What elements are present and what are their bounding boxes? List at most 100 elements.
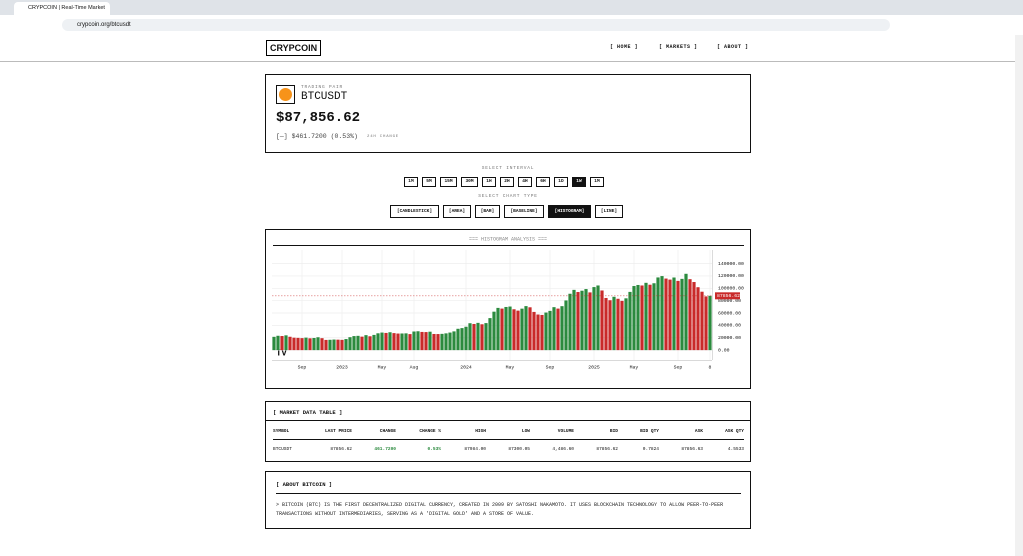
interval-button[interactable]: 1D [554,177,568,187]
bar [572,289,576,351]
table-cell: 0.7824 [642,446,659,452]
change-label: 24H CHANGE [367,135,400,139]
bar [700,291,704,351]
bar [520,308,524,351]
column-header: HIGH [441,423,486,440]
about-card [265,471,751,529]
interval-button[interactable]: 1M [404,177,418,187]
interval-button[interactable]: 5M [422,177,436,187]
bar [276,335,280,351]
bar [508,306,512,351]
bar [540,314,544,351]
bar [684,273,688,351]
table-card [265,401,751,462]
bar [636,284,640,351]
bar [340,339,344,351]
bar [468,323,472,351]
bar [320,338,324,351]
nav-link[interactable]: [ MARKETS ] [659,44,698,50]
browser-tab[interactable]: CRYPCOIN | Real-Time Market [14,2,110,15]
x-tick-label: May [506,364,515,370]
bar [272,336,276,351]
bar [640,285,644,351]
bar [620,300,624,351]
bar [384,332,388,351]
nav-link[interactable]: [ HOME ] [610,44,639,50]
bar [552,307,556,351]
bar [392,333,396,351]
interval-button[interactable]: 2H [500,177,514,187]
chart-type-button[interactable]: [BASELINE] [504,205,544,218]
interval-button[interactable]: 1W [572,177,586,187]
url-box[interactable]: crypcoin.org/btcusdt [62,19,890,31]
chart-card [265,229,751,389]
chart-type-button[interactable]: [AREA] [443,205,471,218]
chart-type-button[interactable]: [HISTOGRAM] [548,205,591,218]
y-tick-label: 100000.00 [718,286,744,292]
interval-button[interactable]: 15M [440,177,457,187]
bar [344,339,348,351]
bar [456,328,460,351]
bar [360,336,364,351]
bar [440,333,444,351]
x-tick-label: Sep [546,364,555,370]
bar [528,307,532,351]
interval-button[interactable]: 4H [518,177,532,187]
logo[interactable]: CRYPCOIN [266,40,322,56]
y-tick-label: 80000.00 [718,298,741,304]
bar [364,335,368,351]
nav-divider [0,61,1015,62]
nav-link[interactable]: [ ABOUT ] [717,44,749,50]
tab-bar [0,0,1023,15]
bar [396,333,400,351]
bar [444,333,448,351]
bar [376,333,380,351]
bar [548,310,552,351]
table-header-row: SYMBOL LAST PRICE CHANGE CHANGE % HIGH LOW VOL… [273,423,744,440]
bar [656,277,660,351]
table-cell: 87984.00 [464,446,486,452]
bar [476,322,480,351]
bar [652,283,656,351]
column-header: BID QTY [618,423,659,440]
x-tick-label: Sep [674,364,683,370]
x-tick-label: Sep [298,364,307,370]
table-row[interactable]: BTCUSDT 87856.62 461.7200 0.53% 87984.00 8730… [273,440,744,459]
interval-label: SELECT INTERVAL [481,166,535,171]
bar [416,331,420,351]
coin-icon-frame [276,85,295,104]
table-cell: 87856.62 [596,446,618,452]
bar [584,289,588,351]
bar [516,310,520,351]
bar [568,293,572,351]
bar [464,326,468,351]
interval-button[interactable]: 1M [590,177,604,187]
bar [532,311,536,351]
about-text: > BITCOIN (BTC) IS THE FIRST DECENTRALIZ… [276,502,724,517]
bar [388,332,392,351]
y-tick-label: 40000.00 [718,323,741,329]
chart-type-button[interactable]: [LINE] [595,205,623,218]
bar [348,337,352,351]
table-title: [ MARKET DATA TABLE ] [273,409,343,416]
chart-type-button[interactable]: [CANDLESTICK] [390,205,439,218]
bar [452,331,456,351]
table-rule [265,420,751,421]
bar [284,335,288,351]
interval-button[interactable]: 6H [536,177,550,187]
chart-type-button[interactable]: [BAR] [475,205,500,218]
x-tick-label: 2023 [336,364,348,370]
interval-button[interactable]: 30M [461,177,478,187]
bar [288,336,292,351]
bar [616,298,620,351]
y-tick-label: 20000.00 [718,335,741,341]
bar [480,324,484,351]
bar [500,308,504,351]
x-tick-label: May [630,364,639,370]
table-cell: 4.5533 [727,446,744,452]
interval-button[interactable]: 1H [482,177,496,187]
bar [296,337,300,351]
about-rule [276,493,741,494]
bar [436,334,440,351]
bar [332,339,336,351]
